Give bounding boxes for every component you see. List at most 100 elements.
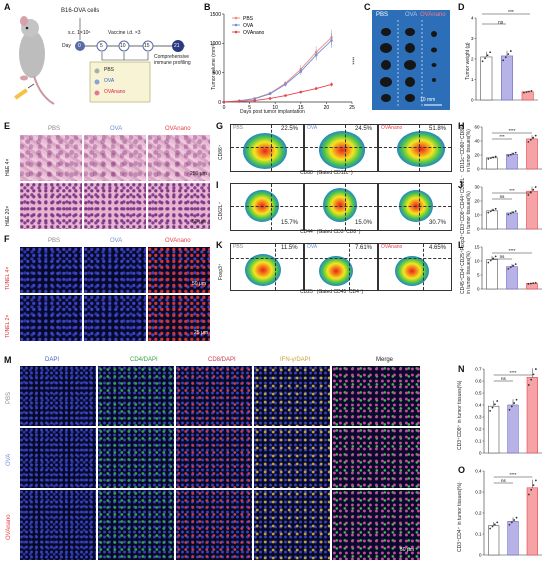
D-ytick-label: 3	[471, 36, 474, 41]
m-ova-cd4	[98, 428, 174, 488]
L-dot	[532, 282, 535, 285]
D-ytick-label: 0	[471, 98, 474, 103]
e-row2: H&E 20×	[5, 205, 11, 226]
L-dot	[509, 266, 512, 269]
L-sig-label: ****	[508, 248, 515, 253]
b-legend-marker	[234, 23, 238, 27]
b-ylabel: Tumor volume (mm³)	[211, 43, 217, 90]
flow-k-pbs	[230, 243, 304, 291]
m-col-merge: Merge	[376, 357, 394, 363]
he-20x-pbs	[20, 183, 82, 229]
d-sig-top: ***	[508, 10, 514, 16]
b-sig: ****	[348, 56, 355, 65]
panel-g-label: G	[216, 121, 224, 131]
f-row1: TUNEL 4×	[5, 266, 11, 290]
m-col-dapi: DAPI	[45, 357, 60, 363]
tunel-2x-ova	[84, 295, 146, 341]
j-ylabel: CD3⁺CD8⁺CD44⁺CD62L⁻ in tumor tissues(%)	[460, 175, 472, 234]
O-dot	[489, 527, 492, 530]
L-ytick-label: 10	[474, 259, 480, 264]
N-dot	[527, 384, 530, 386]
he-4x-ova	[84, 135, 146, 181]
k-pct-pbs: 11.5%	[281, 245, 298, 251]
bar-chart-j: 0 10 20 30 ***ns	[474, 185, 542, 232]
bar-chart-o: 0 0.1 0.2 0.3 0.4 ****ns	[475, 469, 542, 558]
H-bar-OVA	[506, 153, 518, 170]
J-bar-PBS	[486, 210, 498, 230]
e-pbs: PBS	[48, 126, 61, 132]
c-ova: OVA	[405, 12, 418, 18]
day-circles	[75, 40, 184, 52]
m-ovanano-cd8	[176, 490, 252, 560]
flow-k-ova	[304, 243, 378, 291]
k-ylabel: Foxp3⁺	[218, 263, 224, 280]
J-dot	[489, 210, 492, 213]
m-ovanano-cd4	[98, 490, 174, 560]
f-scale2: 25 μm	[194, 330, 208, 336]
D-bar-OVA	[501, 55, 513, 101]
J-ytick-label: 0	[477, 227, 480, 232]
N-ytick-label: 0.3	[475, 415, 482, 420]
m-row-ova: OVA	[6, 453, 12, 466]
H-dot	[512, 152, 515, 155]
O-ytick-label: 0.3	[475, 490, 482, 495]
H-bar-PBS	[486, 157, 498, 170]
D-ytick-label: 1	[471, 77, 474, 82]
J-dot	[532, 188, 535, 191]
J-dot	[494, 207, 497, 210]
D-dot	[486, 54, 489, 57]
O-dot	[513, 519, 516, 521]
m-ovanano-merge	[332, 490, 420, 560]
b-point	[314, 53, 318, 57]
f-scale1: 50 μm	[192, 281, 206, 287]
flow-g-pbs	[230, 124, 304, 172]
O-bar-OVA	[507, 521, 519, 556]
D-dot	[484, 57, 486, 60]
he-4x-ovanano	[148, 135, 210, 181]
O-dot	[510, 521, 513, 524]
J-dot	[514, 210, 517, 213]
L-dot	[527, 283, 530, 285]
panel-l-label: L	[458, 240, 464, 250]
k-pct-ova: 7.61%	[355, 245, 373, 251]
tunel-4x-ova	[84, 247, 146, 293]
N-dot	[532, 373, 535, 376]
g-pct-pbs: 22.5%	[281, 126, 299, 132]
O-sig-label-2: ns	[501, 478, 507, 483]
m-pbs-cd8	[176, 366, 252, 426]
schematic-diagram	[14, 16, 185, 105]
b-ytick-label: 0	[218, 100, 221, 106]
b-point	[268, 92, 272, 96]
b-point	[238, 100, 241, 103]
day-0: 0	[78, 43, 81, 49]
c-pbs: PBS	[376, 12, 389, 18]
O-dot	[491, 525, 494, 528]
b-point	[314, 87, 318, 90]
mouse-icon	[19, 16, 55, 105]
H-dot	[489, 157, 492, 160]
tunel-2x-pbs	[20, 295, 82, 341]
L-dot	[529, 282, 532, 285]
N-dot	[530, 378, 533, 381]
O-ytick-label: 0.1	[475, 532, 482, 537]
k-ova: OVA	[307, 244, 318, 250]
H-ytick-label: 20	[474, 153, 480, 158]
H-sig-label: ****	[508, 128, 515, 133]
m-ova-dapi	[20, 428, 96, 488]
flow-i-ovanano	[378, 183, 452, 231]
cells-label: B16-OVA cells	[61, 8, 100, 14]
panel-i-label: I	[216, 180, 219, 190]
N-dot	[513, 402, 516, 404]
N-dot	[489, 409, 492, 412]
b-point	[299, 90, 303, 94]
D-dot	[528, 90, 530, 93]
tunel-4x-pbs	[20, 247, 82, 293]
O-ytick-label: 0.4	[475, 469, 482, 474]
day-10: 10	[120, 43, 126, 49]
bar-chart-h: 0 20 40 60 *******	[474, 125, 542, 172]
day-5: 5	[100, 43, 103, 49]
n-ylabel: CD3⁺CD8⁺ in tumor tissues(%)	[457, 380, 463, 450]
N-ytick-label: 0.1	[475, 439, 482, 444]
b-xtick-label: 0	[223, 105, 226, 111]
g-ova: OVA	[307, 125, 318, 131]
